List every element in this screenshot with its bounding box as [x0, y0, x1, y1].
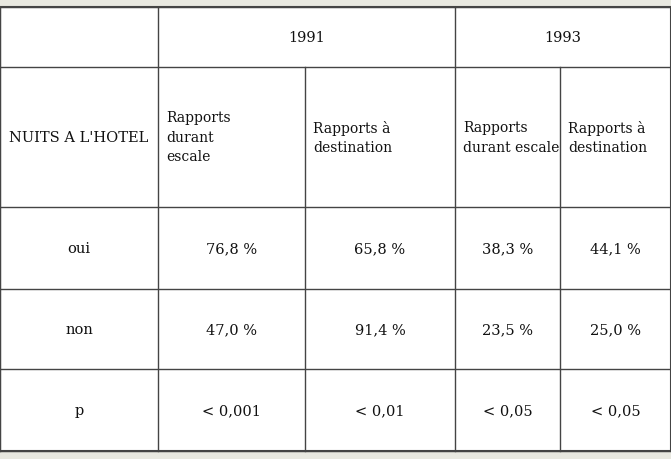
Text: Rapports
durant
escale: Rapports durant escale	[166, 111, 231, 164]
Text: oui: oui	[68, 241, 91, 256]
Text: Rapports à
destination: Rapports à destination	[568, 120, 647, 155]
Text: 25,0 %: 25,0 %	[590, 322, 641, 336]
Bar	[0, 369, 158, 451]
Text: Rapports à
destination: Rapports à destination	[313, 120, 392, 155]
Bar	[158, 289, 305, 369]
Text: 65,8 %: 65,8 %	[354, 241, 405, 256]
Text: < 0,05: < 0,05	[482, 403, 532, 417]
Bar	[455, 8, 560, 68]
Bar	[305, 68, 455, 207]
Text: < 0,01: < 0,01	[355, 403, 405, 417]
Bar	[158, 369, 305, 451]
Text: 76,8 %: 76,8 %	[206, 241, 257, 256]
Text: < 0,05: < 0,05	[590, 403, 640, 417]
Bar	[0, 289, 158, 369]
Bar	[0, 207, 158, 289]
Bar	[560, 8, 671, 68]
Text: 1993: 1993	[544, 31, 582, 45]
Bar	[305, 289, 455, 369]
Text: NUITS A L'HOTEL: NUITS A L'HOTEL	[9, 131, 149, 145]
Bar	[560, 68, 671, 207]
Bar	[305, 369, 455, 451]
Text: 47,0 %: 47,0 %	[206, 322, 257, 336]
Bar	[455, 369, 560, 451]
Bar	[455, 68, 560, 207]
Bar	[0, 68, 158, 207]
Text: non: non	[65, 322, 93, 336]
Text: 38,3 %: 38,3 %	[482, 241, 533, 256]
Text: p: p	[74, 403, 84, 417]
Text: 1991: 1991	[288, 31, 325, 45]
Text: Rapports
durant escale: Rapports durant escale	[463, 121, 560, 154]
Bar	[455, 289, 560, 369]
Text: 91,4 %: 91,4 %	[355, 322, 405, 336]
Bar	[0, 8, 158, 68]
Text: 23,5 %: 23,5 %	[482, 322, 533, 336]
Bar	[158, 8, 305, 68]
Bar	[455, 207, 560, 289]
Bar	[560, 207, 671, 289]
Bar	[560, 369, 671, 451]
Bar	[305, 207, 455, 289]
Text: 44,1 %: 44,1 %	[590, 241, 641, 256]
Bar	[158, 68, 305, 207]
Bar	[158, 207, 305, 289]
Text: < 0,001: < 0,001	[202, 403, 261, 417]
Bar	[305, 8, 455, 68]
Bar	[560, 289, 671, 369]
